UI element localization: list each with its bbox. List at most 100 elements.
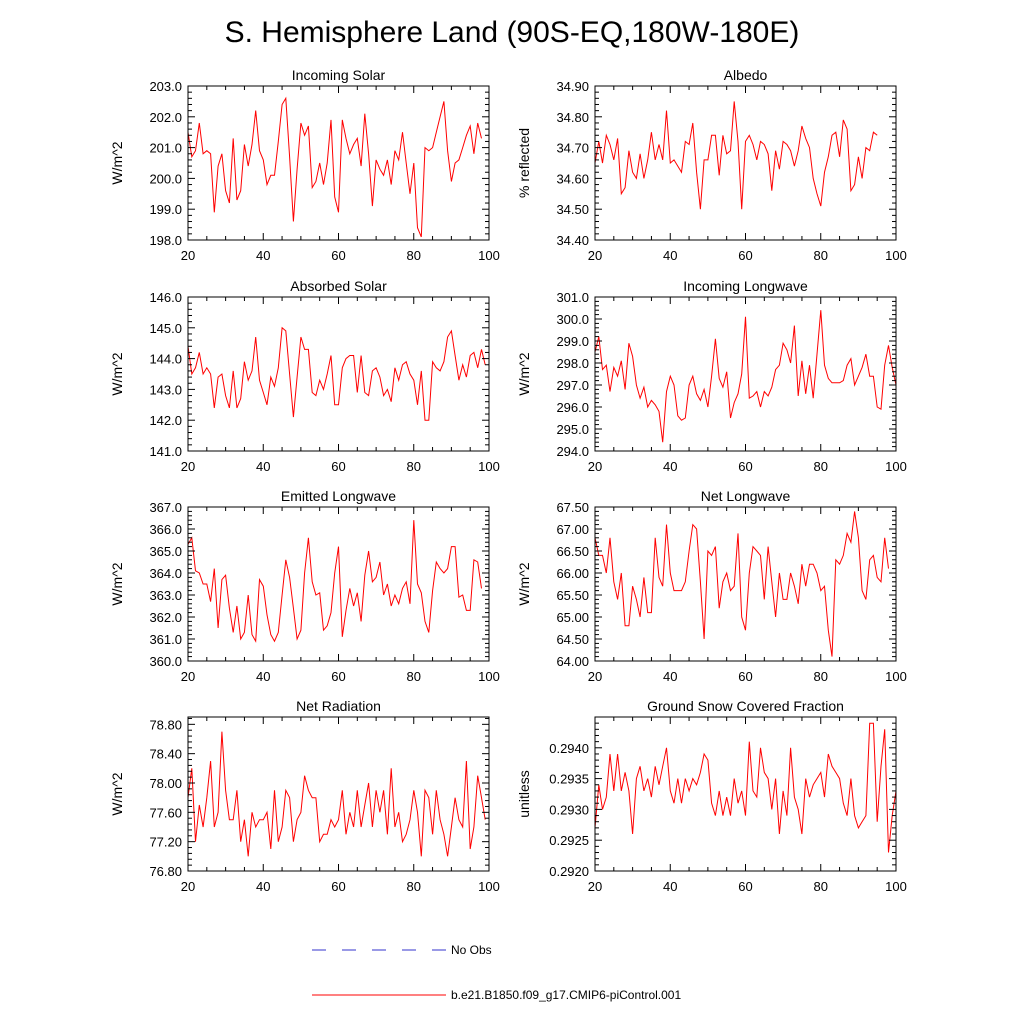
- y-tick-label: 360.0: [149, 654, 182, 669]
- y-tick-label: 298.0: [556, 356, 589, 371]
- x-tick-label: 60: [331, 248, 345, 263]
- y-axis-label: W/m^2: [109, 772, 125, 815]
- y-tick-label: 142.0: [149, 413, 182, 428]
- chart-albedo: Albedo 20 40 60 80 100 34.40 34.50 34.60 34.70 34.…: [516, 67, 907, 263]
- y-tick-label: 364.0: [149, 566, 182, 581]
- panel-title: Albedo: [724, 67, 768, 83]
- y-axis-label: unitless: [516, 770, 532, 817]
- x-tick-label: 40: [663, 459, 677, 474]
- y-tick-label: 67.00: [556, 522, 589, 537]
- y-tick-label: 64.50: [556, 632, 589, 647]
- y-axis-label: W/m^2: [516, 562, 532, 605]
- y-tick-label: 0.2930: [549, 802, 589, 817]
- x-tick-label: 40: [663, 669, 677, 684]
- x-tick-label: 100: [478, 459, 500, 474]
- y-tick-label: 78.40: [149, 747, 182, 762]
- y-tick-label: 141.0: [149, 444, 182, 459]
- chart-absorbed-solar: Absorbed Solar 20 40 60 80 100 141.0 142.0 143.0…: [109, 278, 500, 474]
- y-tick-label: 34.40: [556, 233, 589, 248]
- chart-net-longwave: Net Longwave 20 40 60 80 100 64.00 64.50 65.00 65…: [516, 488, 907, 684]
- x-tick-label: 40: [256, 248, 270, 263]
- chart-net-radiation: Net Radiation 20 40 60 80 100 76.80 77.20 77.60 7…: [109, 698, 500, 894]
- plot-frame: [187, 716, 490, 872]
- series-line: [187, 96, 482, 238]
- figure-title: S. Hemisphere Land (90S-EQ,180W-180E): [225, 16, 800, 49]
- y-tick-label: 365.0: [149, 544, 182, 559]
- y-tick-label: 143.0: [149, 382, 182, 397]
- x-tick-label: 60: [738, 248, 752, 263]
- x-tick-label: 20: [588, 879, 602, 894]
- x-tick-label: 100: [478, 669, 500, 684]
- x-tick-label: 20: [588, 248, 602, 263]
- chart-incoming-longwave: Incoming Longwave 20 40 60 80 100 294.0 295.0 29…: [516, 278, 907, 474]
- y-tick-label: 295.0: [556, 422, 589, 437]
- panel-title: Ground Snow Covered Fraction: [647, 698, 844, 714]
- y-tick-label: 66.50: [556, 544, 589, 559]
- x-tick-label: 80: [814, 459, 828, 474]
- x-tick-label: 80: [407, 248, 421, 263]
- y-tick-label: 201.0: [149, 141, 182, 156]
- plot-frame: [594, 716, 897, 872]
- panel-title: Emitted Longwave: [281, 488, 396, 504]
- x-tick-label: 80: [814, 879, 828, 894]
- y-tick-label: 363.0: [149, 588, 182, 603]
- x-tick-label: 20: [181, 459, 195, 474]
- plot-frame: [187, 506, 490, 662]
- y-tick-label: 299.0: [556, 334, 589, 349]
- y-tick-label: 145.0: [149, 321, 182, 336]
- x-tick-label: 40: [256, 879, 270, 894]
- y-tick-label: 64.00: [556, 654, 589, 669]
- legend: No Obs b.e21.B1850.f09_g17.CMIP6-piContr…: [312, 943, 681, 1002]
- x-tick-label: 100: [885, 669, 907, 684]
- panel-title: Net Radiation: [296, 698, 381, 714]
- x-tick-label: 40: [256, 459, 270, 474]
- y-tick-label: 0.2940: [549, 741, 589, 756]
- y-tick-label: 77.20: [149, 835, 182, 850]
- x-tick-label: 100: [478, 879, 500, 894]
- y-tick-label: 300.0: [556, 312, 589, 327]
- x-tick-label: 40: [663, 248, 677, 263]
- y-axis-label: % reflected: [516, 128, 532, 198]
- y-tick-label: 0.2935: [549, 772, 589, 787]
- series-line: [594, 101, 878, 210]
- x-tick-label: 60: [331, 669, 345, 684]
- y-tick-label: 34.70: [556, 141, 589, 156]
- x-tick-label: 100: [885, 459, 907, 474]
- x-tick-label: 60: [738, 669, 752, 684]
- x-tick-label: 20: [588, 459, 602, 474]
- y-tick-label: 361.0: [149, 632, 182, 647]
- series-line: [594, 310, 897, 443]
- y-axis-label: W/m^2: [516, 352, 532, 395]
- y-tick-label: 78.80: [149, 717, 182, 732]
- y-tick-label: 34.90: [556, 79, 589, 94]
- y-tick-label: 200.0: [149, 171, 182, 186]
- y-tick-label: 296.0: [556, 400, 589, 415]
- x-tick-label: 20: [588, 669, 602, 684]
- panel-title: Incoming Longwave: [683, 278, 808, 294]
- y-tick-label: 34.50: [556, 202, 589, 217]
- series-line: [187, 731, 486, 857]
- x-tick-label: 80: [407, 669, 421, 684]
- chart-ground-snow-covered-fraction: Ground Snow Covered Fraction 20 40 60 80 100 0…: [516, 698, 907, 894]
- x-tick-label: 20: [181, 669, 195, 684]
- y-axis-label: W/m^2: [109, 562, 125, 605]
- x-tick-label: 80: [814, 669, 828, 684]
- series-line: [187, 520, 482, 643]
- y-axis-label: W/m^2: [109, 141, 125, 184]
- plot-frame: [594, 85, 897, 241]
- panel-title: Net Longwave: [701, 488, 791, 504]
- x-tick-label: 100: [885, 248, 907, 263]
- y-tick-label: 362.0: [149, 610, 182, 625]
- y-axis-label: W/m^2: [109, 352, 125, 395]
- y-tick-label: 78.00: [149, 776, 182, 791]
- y-tick-label: 144.0: [149, 352, 182, 367]
- y-tick-label: 34.60: [556, 171, 589, 186]
- panel-title: Absorbed Solar: [290, 278, 387, 294]
- x-tick-label: 60: [738, 459, 752, 474]
- y-tick-label: 198.0: [149, 233, 182, 248]
- x-tick-label: 100: [885, 879, 907, 894]
- y-tick-label: 294.0: [556, 444, 589, 459]
- legend-model-label: b.e21.B1850.f09_g17.CMIP6-piControl.001: [451, 988, 681, 1002]
- y-tick-label: 65.50: [556, 588, 589, 603]
- chart-incoming-solar: Incoming Solar 20 40 60 80 100 198.0 199.0 200.0…: [109, 67, 500, 263]
